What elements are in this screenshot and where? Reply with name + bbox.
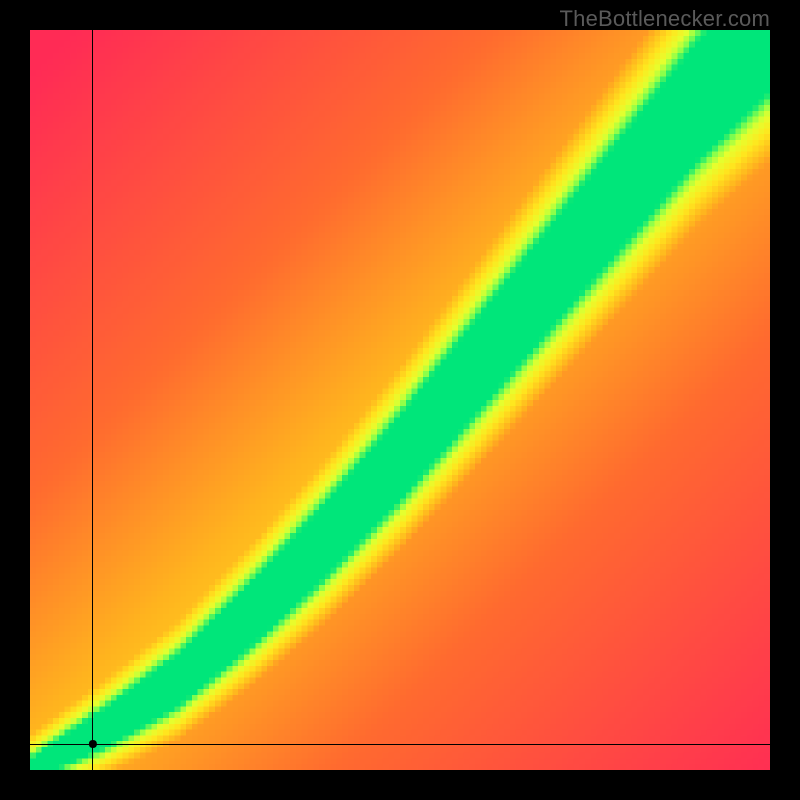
watermark-text: TheBottlenecker.com	[560, 6, 770, 32]
heatmap-plot	[30, 30, 770, 770]
crosshair-marker	[30, 30, 770, 770]
